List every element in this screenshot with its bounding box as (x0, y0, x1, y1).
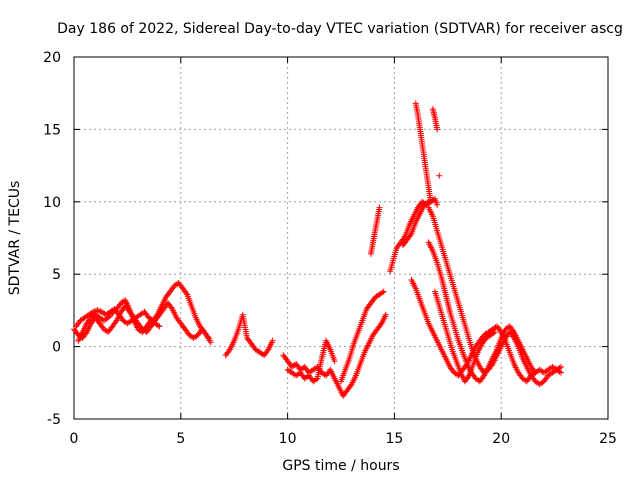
data-point (205, 334, 212, 341)
data-point (106, 313, 113, 320)
data-point (347, 382, 354, 389)
data-point (379, 289, 386, 296)
data-point (491, 329, 498, 336)
y-tick-label: 10 (43, 195, 61, 211)
data-point (108, 311, 115, 318)
data-point (112, 318, 119, 325)
data-point (207, 339, 214, 346)
data-point (434, 126, 441, 133)
data-point (204, 333, 211, 340)
data-point (156, 323, 163, 330)
x-axis-label: GPS time / hours (282, 458, 399, 474)
data-point (558, 363, 565, 370)
x-tick-label: 20 (492, 431, 510, 447)
x-tick-label: 15 (385, 431, 403, 447)
data-point (556, 368, 563, 375)
y-tick-label: 20 (43, 50, 61, 66)
data-point (434, 201, 441, 208)
plot-frame (73, 56, 609, 420)
x-tick-label: 5 (176, 431, 185, 447)
data-point (376, 204, 383, 211)
data-point (225, 347, 232, 354)
data-point (558, 369, 565, 376)
x-tick-label: 10 (279, 431, 297, 447)
data-point (331, 358, 338, 365)
data-point (155, 322, 162, 329)
data-point (264, 347, 271, 354)
data-point (424, 199, 431, 206)
data-point (168, 304, 175, 311)
y-tick-label: 15 (43, 122, 61, 138)
data-point (531, 368, 538, 375)
data-point (110, 308, 117, 315)
data-point (109, 310, 116, 317)
data-point (509, 327, 516, 334)
y-tick-label: -5 (47, 412, 61, 428)
y-axis-label: SDTVAR / TECUs (7, 181, 23, 296)
y-tick-label: 0 (52, 340, 61, 356)
x-tick-label: 25 (599, 431, 617, 447)
data-point (465, 374, 472, 381)
chart-title: Day 186 of 2022, Sidereal Day-to-day VTE… (57, 21, 623, 37)
x-tick-label: 0 (70, 431, 79, 447)
y-tick-label: 5 (52, 267, 61, 283)
data-point (269, 337, 276, 344)
data-points (71, 100, 565, 399)
data-point (532, 369, 539, 376)
data-point (153, 313, 160, 320)
data-point (480, 374, 487, 381)
data-point (183, 290, 190, 297)
data-point (407, 232, 414, 239)
data-point (380, 288, 387, 295)
data-point (377, 321, 384, 328)
data-point (436, 172, 443, 179)
axis-ticks (73, 56, 609, 420)
data-point (427, 198, 434, 205)
data-point (382, 311, 389, 318)
tick-labels: 0 5 10 15 20 25 -5 0 5 10 15 20 (43, 50, 617, 447)
data-point (105, 314, 112, 321)
data-point (490, 330, 497, 337)
